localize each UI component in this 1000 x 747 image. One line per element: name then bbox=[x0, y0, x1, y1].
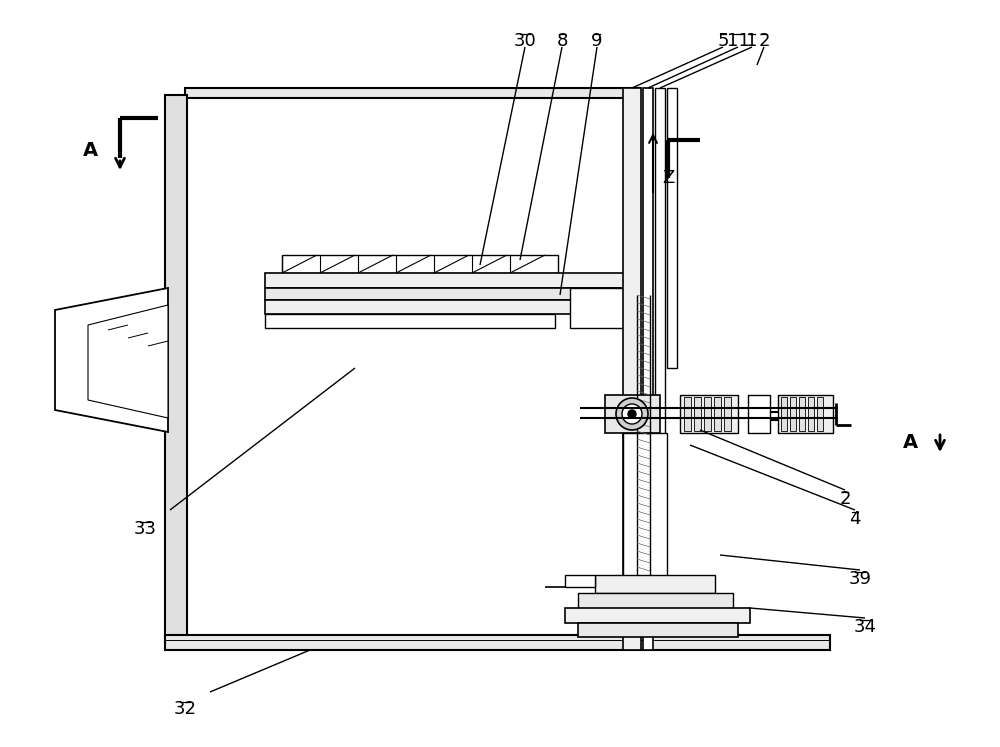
Bar bbox=[623, 88, 641, 650]
Bar bbox=[790, 397, 796, 431]
Text: 2: 2 bbox=[758, 32, 770, 50]
Bar bbox=[605, 395, 660, 433]
Text: 2: 2 bbox=[839, 490, 851, 508]
Text: 8: 8 bbox=[556, 32, 568, 50]
Bar bbox=[781, 397, 787, 431]
Text: 34: 34 bbox=[854, 618, 876, 636]
Bar bbox=[185, 95, 640, 640]
Text: Z: Z bbox=[662, 169, 674, 187]
Bar bbox=[724, 397, 731, 431]
Bar bbox=[643, 88, 653, 650]
Text: 30: 30 bbox=[514, 32, 536, 50]
Bar bbox=[808, 397, 814, 431]
Bar bbox=[565, 575, 595, 587]
Bar bbox=[655, 88, 665, 508]
Text: 1: 1 bbox=[746, 32, 758, 50]
Bar bbox=[565, 608, 750, 623]
Text: 5: 5 bbox=[717, 32, 729, 50]
Bar bbox=[694, 397, 701, 431]
Bar bbox=[704, 397, 711, 431]
Text: 9: 9 bbox=[591, 32, 603, 50]
Text: A: A bbox=[83, 140, 98, 160]
Bar bbox=[165, 635, 830, 650]
Text: 39: 39 bbox=[848, 570, 872, 588]
Text: 11: 11 bbox=[727, 32, 749, 50]
Circle shape bbox=[622, 404, 642, 424]
Bar bbox=[265, 273, 630, 288]
Polygon shape bbox=[88, 305, 168, 418]
Bar bbox=[778, 395, 833, 433]
Bar bbox=[282, 255, 558, 273]
Bar bbox=[578, 593, 733, 611]
Bar bbox=[265, 300, 630, 314]
Bar bbox=[165, 95, 187, 640]
Text: 33: 33 bbox=[134, 520, 156, 538]
Circle shape bbox=[628, 410, 636, 418]
Bar bbox=[680, 395, 738, 433]
Text: 4: 4 bbox=[849, 510, 861, 528]
Bar bbox=[817, 397, 823, 431]
Bar bbox=[684, 397, 691, 431]
Bar bbox=[667, 88, 677, 368]
Bar bbox=[578, 623, 738, 637]
Polygon shape bbox=[55, 288, 168, 432]
Bar bbox=[265, 288, 630, 300]
Bar bbox=[799, 397, 805, 431]
Bar bbox=[185, 88, 640, 98]
Bar bbox=[623, 433, 667, 635]
Bar bbox=[595, 575, 715, 593]
Bar bbox=[748, 395, 770, 433]
Bar bbox=[570, 288, 625, 328]
Circle shape bbox=[616, 398, 648, 430]
Text: 32: 32 bbox=[174, 700, 196, 718]
Text: A: A bbox=[903, 433, 918, 451]
Bar bbox=[265, 314, 555, 328]
Bar bbox=[714, 397, 721, 431]
